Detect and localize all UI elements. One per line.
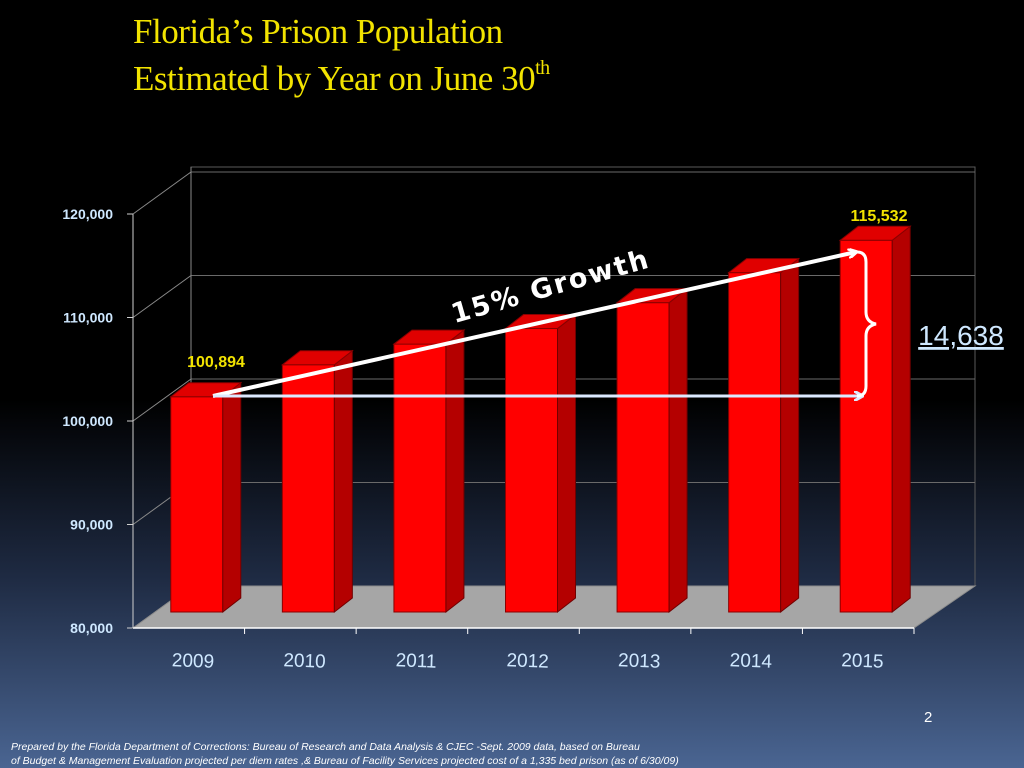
y-tick-label: 110,000 [63,310,113,326]
chart-labels: 80,000 90,000 100,000 110,000 120,000 2009 201… [62,206,907,673]
y-tick-label: 90,000 [70,517,113,533]
y-tick-label: 120,000 [62,206,113,222]
title-superscript: th [535,57,550,79]
footer-line-2: of Budget & Management Evaluation projec… [11,755,679,767]
bar-side-2014 [780,257,800,614]
chart-bars [169,225,912,614]
bar-top-2010 [280,350,354,366]
bar-front-2013 [616,302,670,613]
bar-side-2009 [222,381,242,614]
data-label-2009: 100,894 [187,354,245,371]
bar-side-2010 [333,349,353,614]
x-tick-label-2012: 2012 [506,650,549,672]
page-number: 2 [924,709,933,726]
difference-label: 14,638 [918,320,1004,351]
bar-side-2015 [891,225,911,614]
x-tick-label-2014: 2014 [729,650,772,672]
bar-top-2015 [838,225,912,241]
growth-arrow [212,252,856,398]
bar-front-2010 [281,364,335,613]
bar-front-2011 [393,343,447,613]
title-line-2-text: Estimated by Year on June 30 [133,59,536,98]
footer-line-1: Prepared by the Florida Department of Co… [11,741,640,753]
bar-chart: 80,000 90,000 100,000 110,000 120,000 2009 201… [62,166,1004,673]
bar-front-2012 [505,328,558,613]
bar-front-2014 [728,272,782,613]
footer-note: Prepared by the Florida Department of Co… [11,740,679,768]
title-line-2: Estimated by Year on June 30th [133,55,550,102]
bar-side-2012 [557,313,576,614]
data-label-2015: 115,532 [851,208,908,225]
bar-side-2013 [668,287,688,614]
slide-title: Florida’s Prison Population Estimated by… [133,8,550,102]
x-tick-label-2015: 2015 [841,650,884,672]
bar-front-2009 [170,396,224,613]
title-line-1: Florida’s Prison Population [133,12,503,51]
difference-brace [856,250,877,398]
gridline-side [132,171,192,215]
x-tick-label-2013: 2013 [618,650,661,672]
bar-side-2011 [445,329,465,614]
y-tick-label: 100,000 [62,413,113,429]
gridline-side [132,378,192,422]
bar-top-2011 [392,329,466,345]
x-tick-label-2010: 2010 [283,650,326,672]
x-tick-label-2009: 2009 [171,650,214,672]
gridline-side [132,275,192,318]
x-tick-label-2011: 2011 [395,650,437,672]
y-tick-label: 80,000 [70,620,113,636]
